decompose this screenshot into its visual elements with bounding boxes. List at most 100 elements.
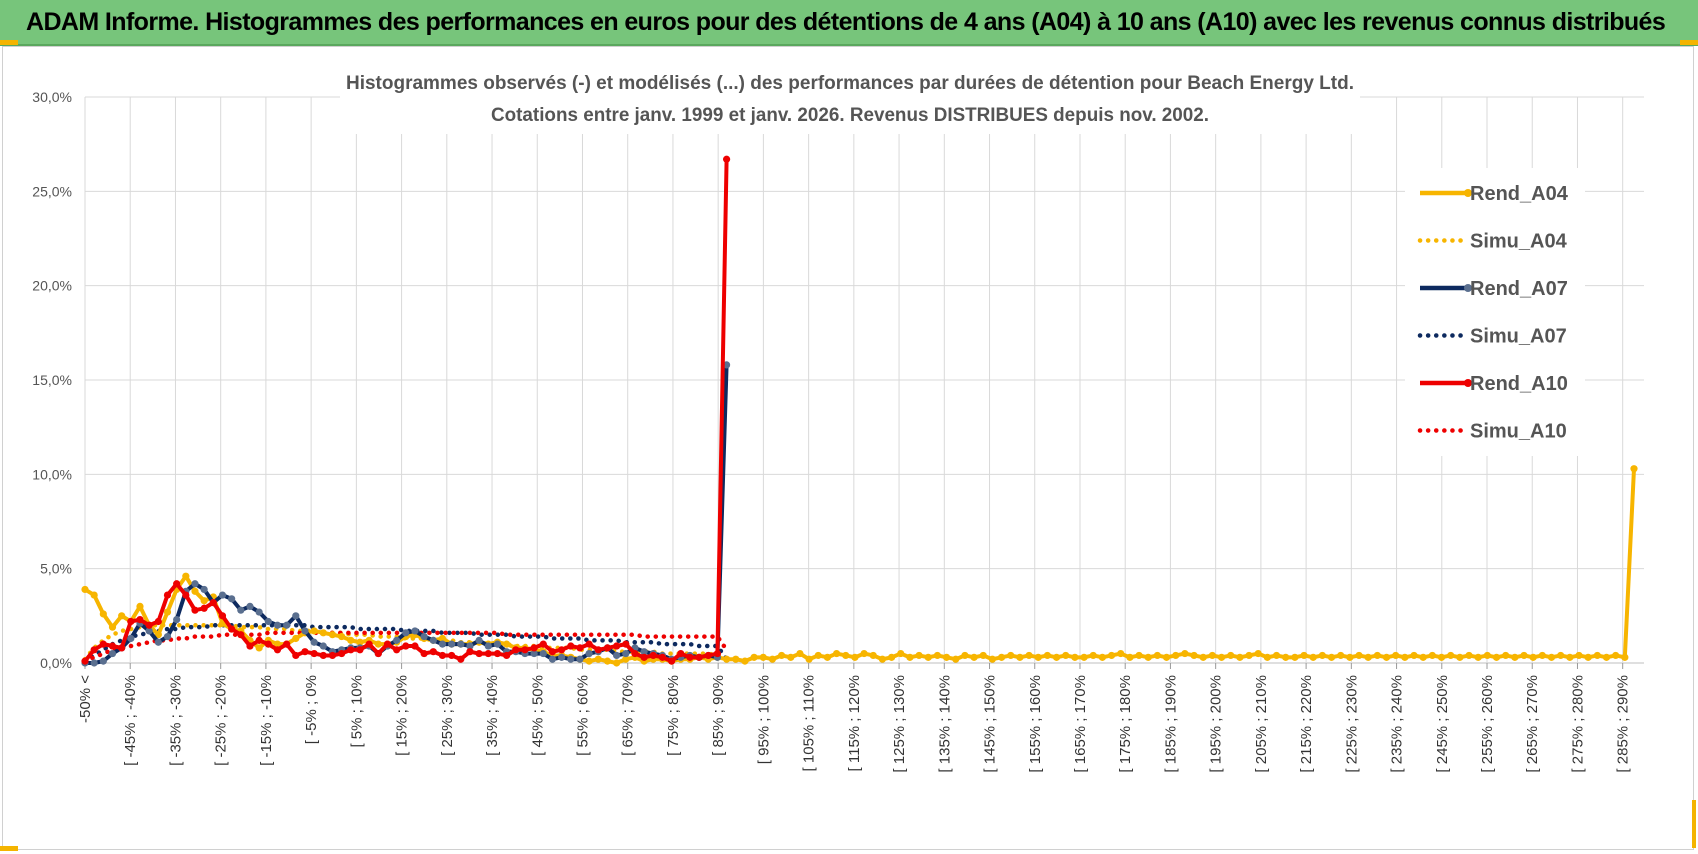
data-point [136, 616, 144, 624]
series-line [82, 623, 729, 664]
data-point [503, 651, 511, 660]
data-point [108, 623, 117, 631]
data-point [438, 651, 447, 660]
x-tick-label: [ 235% ; 240% [1389, 675, 1406, 773]
legend-label: Rend_A04 [1470, 183, 1569, 205]
data-point [1538, 651, 1546, 660]
corner-accent-bottom-left [0, 846, 18, 851]
data-point [677, 649, 685, 658]
legend: Rend_A04 Simu_A04 Rend_A07 Simu_A07 Rend_A10… [1405, 168, 1585, 456]
data-point [1098, 653, 1106, 661]
data-point [695, 653, 703, 661]
data-point [1483, 651, 1491, 660]
data-point [163, 632, 172, 641]
data-point [283, 640, 291, 648]
x-tick-label: [ 125% ; 130% [891, 675, 908, 773]
data-point [613, 651, 621, 660]
data-point [503, 640, 511, 648]
data-point [1511, 653, 1519, 661]
x-tick-label: [ 105% ; 110% [801, 675, 818, 771]
data-point [594, 655, 602, 663]
data-point [1419, 653, 1427, 661]
data-point [585, 657, 593, 665]
chart-subtitle: Cotations entre janv. 1999 et janv. 2026… [491, 105, 1209, 126]
y-tick-label: 10,0% [32, 466, 72, 482]
data-point [292, 612, 300, 620]
data-point [1428, 651, 1436, 660]
x-tick-label: [ 205% ; 210% [1253, 675, 1270, 773]
data-point [173, 580, 181, 588]
data-point [539, 640, 547, 648]
series-rend-a04 [81, 465, 1638, 667]
x-tick-label: [ 25% ; 30% [439, 675, 456, 756]
data-point [961, 651, 969, 660]
data-point [1236, 653, 1244, 661]
data-point [209, 599, 217, 607]
data-point [163, 591, 172, 599]
data-point [1227, 651, 1235, 660]
data-point [613, 659, 621, 667]
data-point [979, 651, 987, 660]
corner-accent-right-bar [1692, 800, 1696, 848]
data-point [365, 640, 373, 648]
data-point [1080, 653, 1088, 661]
data-point [1025, 651, 1033, 660]
data-point [493, 649, 502, 658]
data-point [1089, 651, 1097, 660]
data-point [567, 655, 575, 663]
data-point [383, 640, 392, 648]
x-tick-label: [ 175% ; 180% [1117, 675, 1134, 773]
data-point [90, 659, 98, 667]
x-tick-label: [ 5% ; 10% [348, 675, 365, 748]
series-rend-a07 [81, 361, 731, 667]
x-tick-label: [ 85% ; 90% [710, 675, 727, 756]
data-point [163, 608, 172, 616]
data-point [90, 591, 98, 599]
x-tick-label: [ 95% ; 100% [755, 675, 772, 764]
data-point [255, 644, 263, 652]
data-point [1291, 653, 1299, 661]
data-point [1052, 653, 1061, 661]
data-point [558, 646, 566, 654]
data-point [173, 616, 181, 624]
data-point [842, 651, 850, 660]
x-tick-label: [ 165% ; 170% [1072, 675, 1089, 773]
data-point [1034, 653, 1042, 661]
data-point [933, 651, 942, 660]
data-point [154, 638, 162, 646]
data-point [1612, 651, 1620, 660]
data-point [319, 642, 327, 650]
data-point [347, 646, 355, 654]
data-point [1602, 653, 1611, 661]
data-point [402, 629, 410, 637]
legend-item-rend-a04: Rend_A04 [1420, 183, 1569, 205]
x-tick-label: [ -45% ; -40% [122, 675, 139, 766]
data-point [99, 610, 107, 618]
data-point [567, 642, 575, 650]
data-point [1245, 651, 1253, 660]
data-point [191, 580, 199, 588]
data-point [1547, 653, 1556, 661]
data-point [832, 649, 841, 658]
data-point [1401, 653, 1409, 661]
x-tick-label: [ 65% ; 70% [620, 675, 637, 756]
data-point [897, 649, 905, 658]
data-point [1217, 653, 1226, 661]
x-tick-label: [ 75% ; 80% [665, 675, 682, 756]
data-point [374, 640, 382, 648]
data-point [1318, 651, 1326, 660]
data-point [576, 655, 584, 663]
data-point [814, 651, 822, 660]
data-point [420, 632, 428, 641]
data-point [823, 653, 832, 661]
y-tick-label: 0,0% [40, 655, 72, 671]
x-tick-label: [ -25% ; -20% [213, 675, 230, 766]
x-tick-label: [ -35% ; -30% [167, 675, 184, 766]
data-point [1309, 653, 1317, 661]
x-tick-label: [ 265% ; 270% [1524, 675, 1541, 773]
data-point [108, 642, 117, 650]
legend-marker [1464, 189, 1472, 197]
legend-item-simu-a04: Simu_A04 [1417, 231, 1568, 253]
data-point [273, 621, 282, 629]
legend-label: Simu_A04 [1470, 231, 1568, 253]
